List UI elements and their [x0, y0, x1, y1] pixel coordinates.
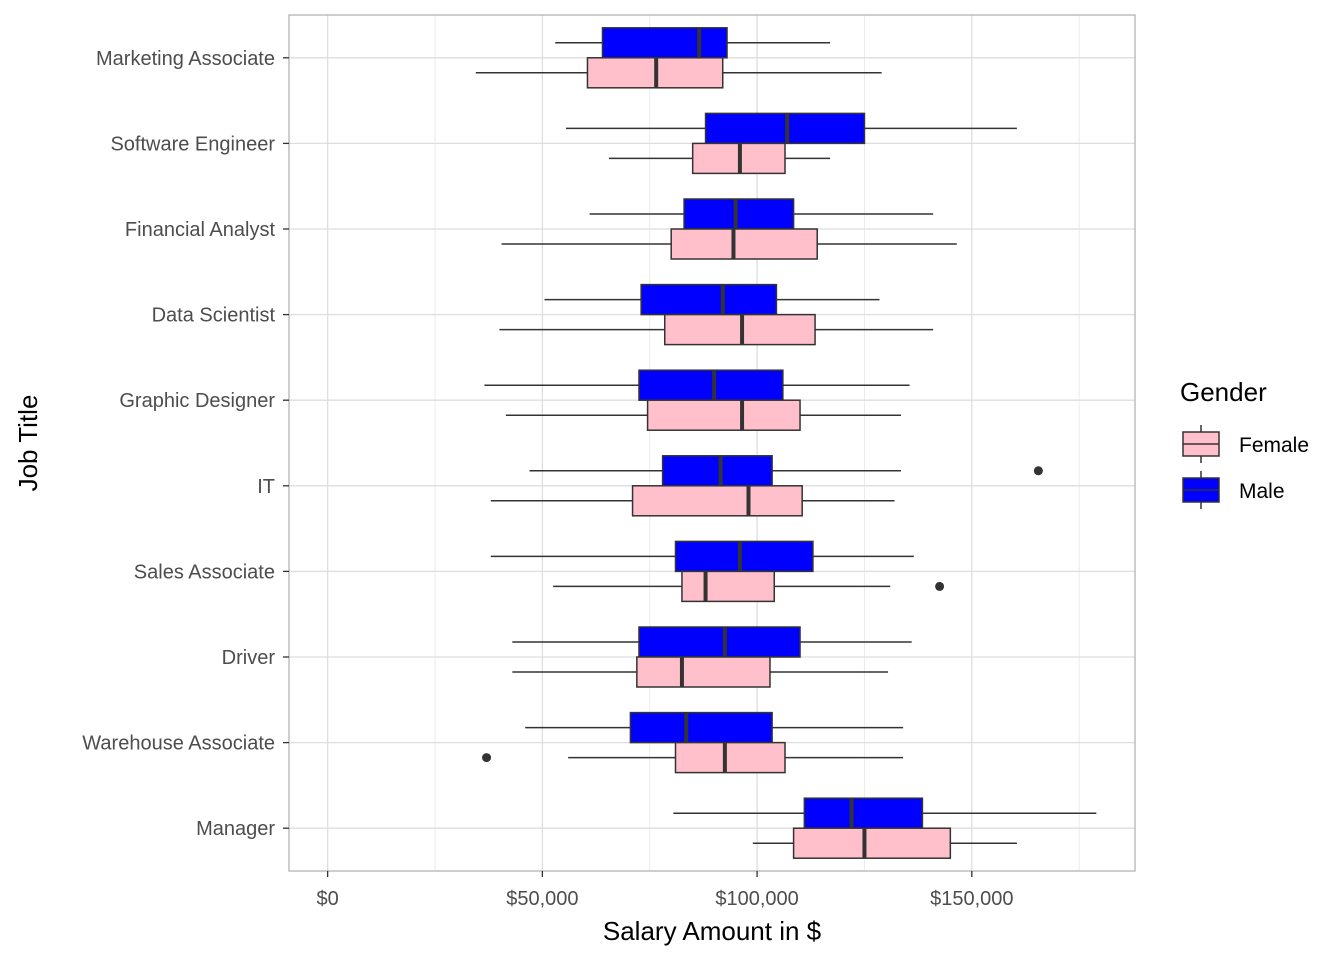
- box-male: [589, 198, 934, 230]
- outlier-point: [1033, 466, 1043, 476]
- box-iqr: [629, 711, 773, 744]
- legend-item-male: Male: [1182, 471, 1285, 509]
- box-male: [673, 797, 1097, 829]
- box-iqr: [803, 797, 924, 829]
- box-female: [482, 741, 904, 774]
- x-tick-label: $150,000: [930, 888, 1013, 910]
- box-iqr: [661, 455, 773, 487]
- legend-title: Gender: [1180, 377, 1267, 407]
- box-iqr: [674, 741, 786, 774]
- legend: Gender Female Male: [1180, 377, 1309, 509]
- box-iqr: [631, 485, 803, 517]
- legend-label: Female: [1239, 434, 1309, 457]
- box-male: [544, 283, 880, 316]
- box-iqr: [683, 198, 795, 230]
- box-male: [555, 27, 831, 59]
- y-axis-title: Job Title: [13, 395, 43, 492]
- outlier-point: [482, 753, 492, 763]
- box-iqr: [704, 112, 866, 145]
- y-tick-label: Driver: [222, 647, 276, 669]
- y-tick-label: Marketing Associate: [96, 48, 275, 70]
- y-tick-label: Software Engineer: [110, 133, 275, 155]
- box-male: [565, 112, 1017, 145]
- box-iqr: [664, 313, 816, 346]
- box-female: [553, 570, 945, 603]
- box-female: [490, 485, 895, 517]
- y-tick-label: IT: [257, 476, 275, 498]
- box-iqr: [670, 228, 818, 260]
- y-tick-label: Data Scientist: [152, 305, 276, 327]
- legend-item-female: Female: [1182, 425, 1309, 463]
- legend-label: Male: [1239, 480, 1285, 503]
- y-tick-label: Manager: [196, 818, 275, 840]
- x-tick-label: $50,000: [506, 888, 578, 910]
- box-iqr: [601, 27, 728, 59]
- box-female: [512, 656, 889, 688]
- x-tick-label: $100,000: [715, 888, 798, 910]
- box-male: [484, 369, 910, 401]
- box-iqr: [646, 399, 801, 431]
- box-male: [525, 711, 904, 744]
- axes: $0 $50,000 $100,000 $150,000 Marketing Assoc…: [82, 48, 1013, 910]
- y-tick-label: Financial Analyst: [125, 219, 276, 241]
- box-male: [529, 455, 1043, 487]
- x-axis-title: Salary Amount in $: [603, 916, 822, 946]
- box-female: [608, 142, 831, 175]
- box-iqr: [640, 283, 778, 316]
- box-male: [490, 540, 914, 573]
- box-female: [505, 399, 901, 431]
- box-iqr: [638, 369, 784, 401]
- box-iqr: [636, 656, 771, 688]
- outlier-point: [935, 581, 945, 591]
- y-tick-label: Warehouse Associate: [82, 733, 275, 755]
- plot-panel-border: [288, 14, 1136, 872]
- box-iqr: [674, 540, 814, 573]
- box-female: [475, 57, 882, 89]
- box-iqr: [638, 626, 801, 658]
- box-male: [512, 626, 912, 658]
- box-female: [499, 313, 934, 346]
- y-tick-label: Graphic Designer: [119, 390, 275, 412]
- box-female: [501, 228, 957, 260]
- y-tick-label: Sales Associate: [134, 561, 275, 583]
- box-series: [475, 27, 1097, 859]
- box-iqr: [681, 570, 776, 603]
- box-iqr: [792, 827, 952, 859]
- x-tick-label: $0: [317, 888, 339, 910]
- box-female: [752, 827, 1017, 859]
